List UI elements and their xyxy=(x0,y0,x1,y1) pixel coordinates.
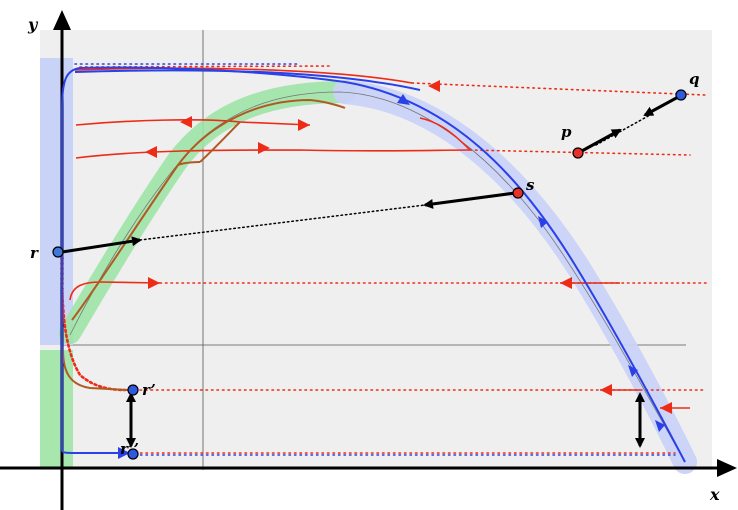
flow-arrowheads xyxy=(118,80,672,459)
label-r-double-prime: r’’ xyxy=(120,440,139,458)
y-axis-arrowhead xyxy=(53,10,71,30)
point-p xyxy=(572,147,584,159)
blue-band-curve xyxy=(333,80,697,474)
label-r: r xyxy=(30,244,39,262)
arrow-q-left xyxy=(643,94,681,117)
point-q xyxy=(675,89,687,101)
arrow-r-to-manifold xyxy=(61,236,142,254)
point-r xyxy=(52,246,64,258)
point-s xyxy=(512,187,524,199)
arrow-p-right xyxy=(579,128,622,154)
x-axis-label: x xyxy=(709,485,720,504)
blue-streamlines xyxy=(61,66,686,463)
arrow-s-to-left xyxy=(423,191,516,209)
jump-arrows xyxy=(61,94,681,448)
point-r-double-prime xyxy=(127,448,139,460)
blue-band-left xyxy=(40,58,73,345)
y-axis-label: y xyxy=(27,15,39,34)
green-band-left xyxy=(40,350,73,468)
label-p: p xyxy=(561,123,572,141)
point-r-prime xyxy=(127,384,139,396)
x-axis-arrowhead xyxy=(717,459,737,477)
brown-streamlines xyxy=(62,98,346,391)
label-r-prime: r’ xyxy=(142,381,156,399)
label-s: s xyxy=(526,176,535,194)
label-q: q xyxy=(689,70,700,88)
nullcline-parabola xyxy=(69,91,686,463)
